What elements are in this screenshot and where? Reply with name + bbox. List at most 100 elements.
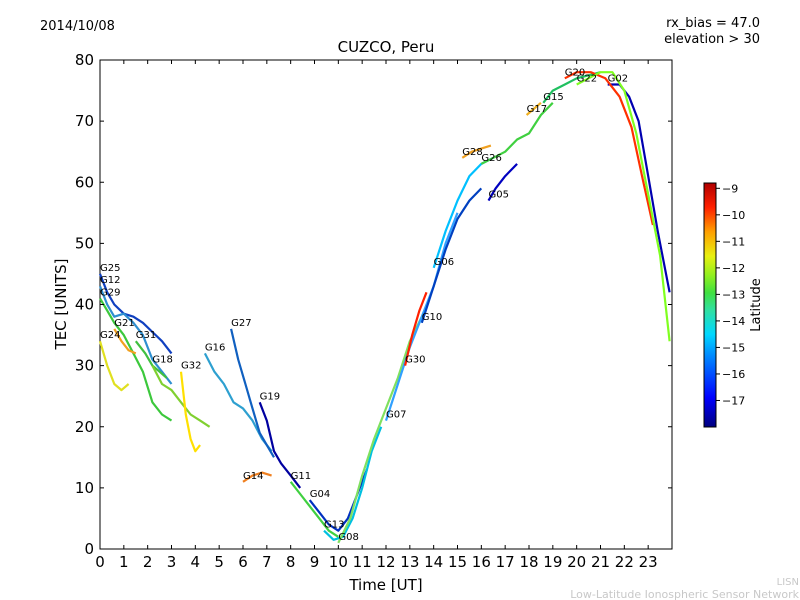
series-label-g27: G27 xyxy=(231,318,251,329)
date-label: 2014/10/08 xyxy=(40,19,115,34)
series-label-g20: G20 xyxy=(565,67,585,78)
x-tick-label: 9 xyxy=(310,553,320,571)
x-tick-label: 17 xyxy=(496,553,515,571)
y-tick-label: 60 xyxy=(75,173,94,191)
series-label-g11: G11 xyxy=(291,471,311,482)
y-tick-label: 20 xyxy=(75,418,94,436)
y-axis-label: TEC [UNITS] xyxy=(52,259,70,351)
y-tick-label: 80 xyxy=(75,51,94,69)
series-label-g13: G13 xyxy=(324,520,344,531)
y-tick-label: 10 xyxy=(75,479,94,497)
y-tick-label: 0 xyxy=(84,540,94,558)
colorbar-tick-label: −12 xyxy=(722,262,745,275)
elevation-label: elevation > 30 xyxy=(664,32,760,47)
x-tick-label: 7 xyxy=(262,553,272,571)
series-line-g08 xyxy=(337,316,423,544)
rx-bias-label: rx_bias = 47.0 xyxy=(666,16,760,31)
series-label-g10: G10 xyxy=(422,312,442,323)
colorbar-tick-label: −10 xyxy=(722,209,745,222)
colorbar-tick-label: −9 xyxy=(722,182,738,195)
series-line-g30 xyxy=(404,291,428,366)
series-line-g19 xyxy=(258,401,302,489)
series-line-g11 xyxy=(289,481,339,538)
series-line-g14 xyxy=(242,471,272,483)
footer-org-long: Low-Latitude Ionospheric Sensor Network xyxy=(570,588,799,600)
series-label-g07: G07 xyxy=(386,410,406,421)
series-label-g24: G24 xyxy=(100,330,120,341)
x-tick-label: 20 xyxy=(567,553,586,571)
x-axis-ticks: 0 1 2 3 4 5 6 7 8 9 10 11 12 13 14 15 16 17 18 19 20 21 22 23 xyxy=(95,60,658,571)
colorbar-tick-label: −15 xyxy=(722,341,745,354)
colorbar-tick-label: −14 xyxy=(722,315,745,328)
x-tick-label: 0 xyxy=(95,553,105,571)
colorbar-tick-label: −17 xyxy=(722,394,745,407)
x-tick-label: 3 xyxy=(167,553,177,571)
series-label-g19: G19 xyxy=(260,391,280,402)
series-line-g21 xyxy=(113,328,137,355)
x-tick-label: 14 xyxy=(424,553,443,571)
series-line-g10 xyxy=(420,187,483,324)
series-line-g32 xyxy=(179,371,201,453)
x-tick-label: 23 xyxy=(639,553,658,571)
colorbar-tick-label: −16 xyxy=(722,368,745,381)
series-label-g18: G18 xyxy=(152,355,172,366)
footer-org-short: LISN xyxy=(777,577,799,588)
series-line-g12 xyxy=(98,285,173,385)
series-line-g27 xyxy=(230,328,275,458)
series-label-g04: G04 xyxy=(310,489,330,500)
x-tick-label: 12 xyxy=(376,553,395,571)
x-tick-label: 19 xyxy=(543,553,562,571)
series-label-g31: G31 xyxy=(136,330,156,341)
x-tick-label: 13 xyxy=(400,553,419,571)
series-line-g28 xyxy=(461,144,492,159)
x-tick-label: 6 xyxy=(238,553,248,571)
x-tick-label: 22 xyxy=(615,553,634,571)
x-tick-label: 11 xyxy=(353,553,372,571)
series-label-g08: G08 xyxy=(338,532,358,543)
x-tick-label: 18 xyxy=(519,553,538,571)
plot-frame xyxy=(99,59,673,550)
series-label-g14: G14 xyxy=(243,471,263,482)
series-label-g22: G22 xyxy=(577,73,597,84)
colorbar-gradient xyxy=(703,182,717,428)
series-line-g22 xyxy=(576,71,671,342)
series-label-g05: G05 xyxy=(488,190,508,201)
x-tick-label: 2 xyxy=(143,553,153,571)
colorbar-ticks: −9 −10 −11 −12 −13 −14 −15 −16 −17 xyxy=(716,182,745,407)
series-label-g28: G28 xyxy=(462,147,482,158)
series-layer xyxy=(98,71,671,544)
series-line-g15 xyxy=(542,71,601,104)
colorbar-tick-label: −11 xyxy=(722,235,745,248)
y-tick-label: 50 xyxy=(75,234,94,252)
series-line-g25 xyxy=(98,273,173,355)
x-tick-label: 8 xyxy=(286,553,296,571)
series-label-g15: G15 xyxy=(543,92,563,103)
series-line-g05 xyxy=(487,163,518,202)
series-line-g13 xyxy=(323,426,383,541)
series-label-g26: G26 xyxy=(481,153,501,164)
y-axis-ticks: 0 10 20 30 40 50 60 70 80 xyxy=(75,51,672,558)
colorbar-label: Latitude xyxy=(749,278,764,332)
series-label-g32: G32 xyxy=(181,361,201,372)
series-label-g30: G30 xyxy=(405,355,425,366)
x-tick-label: 5 xyxy=(214,553,224,571)
colorbar-tick-label: −13 xyxy=(722,288,745,301)
x-tick-label: 10 xyxy=(329,553,348,571)
x-tick-label: 1 xyxy=(119,553,129,571)
series-line-g18 xyxy=(151,365,211,428)
series-label-g25: G25 xyxy=(100,263,120,274)
series-line-g17 xyxy=(525,101,542,116)
series-label-g29: G29 xyxy=(100,287,120,298)
series-line-g26 xyxy=(480,102,554,165)
series-line-g07 xyxy=(384,212,459,421)
x-tick-label: 16 xyxy=(472,553,491,571)
chart-title: CUZCO, Peru xyxy=(338,38,435,56)
series-line-g20 xyxy=(564,71,654,226)
x-tick-label: 21 xyxy=(591,553,610,571)
latitude-colorbar: −9 −10 −11 −12 −13 −14 −15 −16 −17 Latitude xyxy=(703,182,764,428)
series-label-g06: G06 xyxy=(434,257,454,268)
series-label-g17: G17 xyxy=(527,104,547,115)
x-axis-label: Time [UT] xyxy=(348,576,422,594)
y-tick-label: 70 xyxy=(75,112,94,130)
